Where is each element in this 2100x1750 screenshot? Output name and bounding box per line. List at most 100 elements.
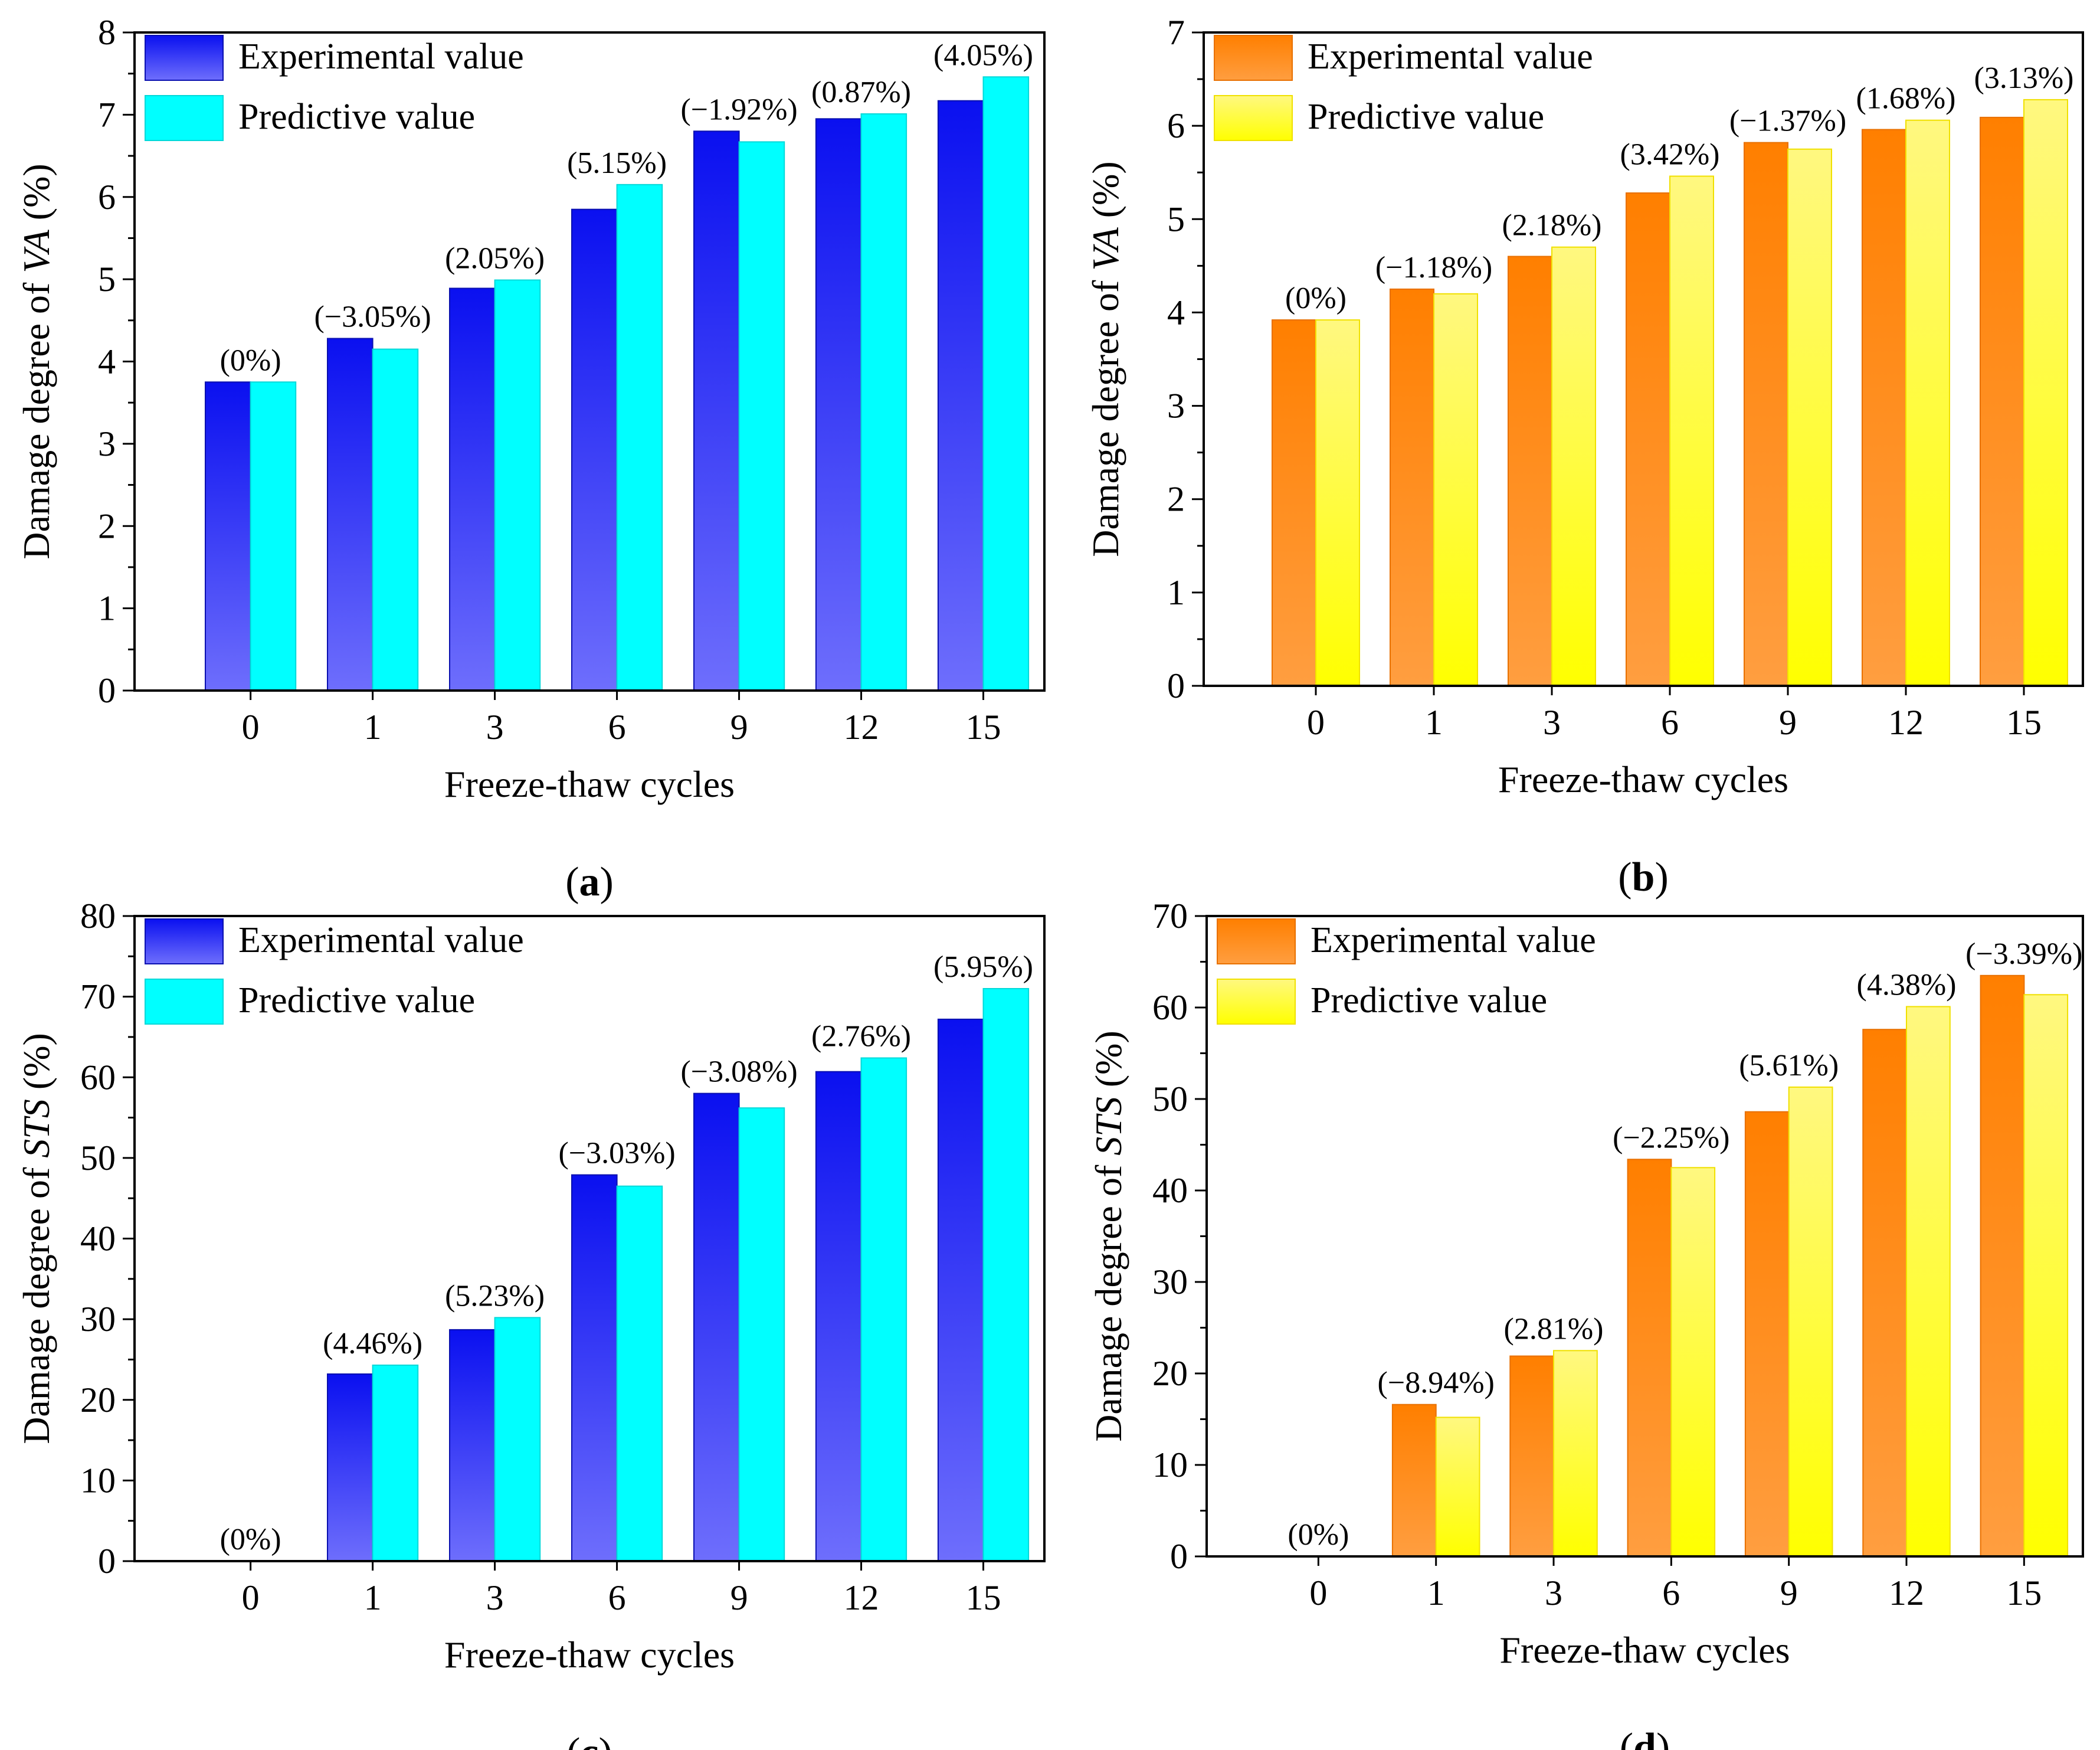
panel-label: (d) bbox=[1620, 1725, 1670, 1750]
y-tick-label-3: 3 bbox=[98, 424, 116, 463]
bar-annotation-0: (0%) bbox=[220, 344, 281, 377]
x-tick-label-1: 1 bbox=[1425, 703, 1443, 742]
x-tick-label-3: 3 bbox=[486, 708, 504, 747]
bar-experimental-12 bbox=[1862, 1029, 1908, 1557]
y-tick-label-20: 20 bbox=[1152, 1354, 1188, 1393]
x-tick-label-3: 3 bbox=[1543, 703, 1561, 742]
bar-experimental-15 bbox=[1980, 974, 2025, 1558]
x-tick-label-6: 6 bbox=[608, 1578, 626, 1617]
bar-predictive-1 bbox=[372, 1365, 419, 1562]
bar-experimental-15 bbox=[1980, 116, 2024, 686]
bar-annotation-12: (2.76%) bbox=[811, 1020, 911, 1054]
bar-annotation-15: (4.05%) bbox=[933, 38, 1033, 72]
y-tick-label-1: 1 bbox=[98, 589, 116, 628]
x-tick-label-0: 0 bbox=[1309, 1574, 1327, 1612]
bar-annotation-9: (−3.08%) bbox=[680, 1055, 797, 1089]
x-tick-label-0: 0 bbox=[242, 1578, 260, 1617]
y-tick-label-0: 0 bbox=[98, 671, 116, 710]
y-tick-label-4: 4 bbox=[98, 342, 116, 381]
y-tick-label-5: 5 bbox=[98, 260, 116, 299]
x-tick-label-6: 6 bbox=[1662, 1574, 1680, 1612]
x-axis-title: Freeze-thaw cycles bbox=[444, 763, 735, 805]
bar-experimental-1 bbox=[327, 1373, 374, 1562]
x-tick-label-12: 12 bbox=[844, 708, 879, 747]
y-tick-label-3: 3 bbox=[1167, 387, 1185, 426]
bar-predictive-15 bbox=[982, 76, 1030, 691]
y-tick-label-80: 80 bbox=[80, 897, 116, 935]
bar-annotation-9: (5.61%) bbox=[1739, 1049, 1839, 1082]
bar-experimental-1 bbox=[1390, 288, 1434, 686]
bar-predictive-0 bbox=[250, 381, 297, 691]
x-tick-label-1: 1 bbox=[364, 1578, 382, 1617]
bar-predictive-3 bbox=[1551, 246, 1596, 686]
bar-annotation-3: (2.81%) bbox=[1504, 1312, 1604, 1346]
y-tick-label-0: 0 bbox=[1167, 666, 1185, 705]
bar-annotation-1: (−8.94%) bbox=[1378, 1366, 1495, 1400]
y-axis-title: Damage degree of VA (%) bbox=[15, 163, 57, 559]
y-tick-label-30: 30 bbox=[80, 1300, 116, 1339]
y-tick-label-6: 6 bbox=[98, 178, 116, 217]
bar-annotation-0: (0%) bbox=[220, 1523, 281, 1556]
y-tick-label-70: 70 bbox=[80, 977, 116, 1016]
bar-annotation-15: (3.13%) bbox=[1974, 61, 2074, 95]
plot-frame bbox=[1205, 915, 2084, 1558]
chart-panel-a: (0%) 0 (−3.05%) 1 (2.05%) 3 (5.15%) 6 (−1.92%) 9 (… bbox=[15, 13, 1046, 905]
bar-annotation-0: (0%) bbox=[1285, 282, 1347, 315]
y-tick-label-40: 40 bbox=[80, 1219, 116, 1258]
bar-predictive-1 bbox=[1435, 1417, 1480, 1557]
x-tick-label-9: 9 bbox=[730, 708, 748, 747]
y-tick-label-5: 5 bbox=[1167, 199, 1185, 238]
y-tick-label-60: 60 bbox=[80, 1058, 116, 1097]
y-tick-label-50: 50 bbox=[80, 1139, 116, 1177]
bar-experimental-0 bbox=[1272, 319, 1316, 686]
legend-swatch-predictive bbox=[1217, 979, 1296, 1025]
y-tick-label-7: 7 bbox=[98, 95, 116, 134]
y-tick-label-0: 0 bbox=[98, 1542, 116, 1581]
y-tick-label-7: 7 bbox=[1167, 13, 1185, 52]
x-tick-label-6: 6 bbox=[1661, 703, 1679, 742]
y-tick-label-1: 1 bbox=[1167, 573, 1185, 612]
bar-annotation-1: (4.46%) bbox=[323, 1327, 422, 1360]
x-tick-label-0: 0 bbox=[1307, 703, 1325, 742]
legend-swatch-predictive bbox=[1214, 95, 1293, 141]
bar-experimental-9 bbox=[1744, 1111, 1790, 1557]
y-tick-label-8: 8 bbox=[98, 13, 116, 52]
panel-label: (b) bbox=[1618, 855, 1669, 900]
legend-swatch-experimental bbox=[145, 35, 224, 81]
plot-frame bbox=[133, 915, 1046, 1562]
y-tick-label-6: 6 bbox=[1167, 106, 1185, 145]
bar-annotation-9: (−1.37%) bbox=[1729, 104, 1846, 138]
y-axis-title: Damage degree of VA (%) bbox=[1085, 161, 1126, 557]
x-tick-label-12: 12 bbox=[1888, 703, 1924, 742]
bar-annotation-15: (5.95%) bbox=[933, 950, 1033, 984]
bar-experimental-6 bbox=[1626, 192, 1670, 686]
bar-annotation-9: (−1.92%) bbox=[680, 93, 797, 126]
bar-annotation-6: (5.15%) bbox=[567, 146, 667, 180]
y-tick-label-10: 10 bbox=[1152, 1445, 1188, 1484]
y-tick-label-4: 4 bbox=[1167, 293, 1185, 332]
plot-frame bbox=[1203, 31, 2084, 687]
bar-experimental-9 bbox=[693, 1092, 740, 1562]
legend-swatch-experimental bbox=[145, 918, 224, 964]
legend-label-experimental: Experimental value bbox=[238, 37, 524, 77]
y-tick-label-2: 2 bbox=[1167, 480, 1185, 519]
bar-predictive-12 bbox=[860, 113, 908, 691]
bar-annotation-6: (−3.03%) bbox=[558, 1137, 675, 1170]
bar-predictive-15 bbox=[2023, 99, 2068, 686]
legend-label-experimental: Experimental value bbox=[1308, 37, 1593, 77]
bar-predictive-1 bbox=[1433, 293, 1478, 686]
y-axis-title: Damage degree of STS (%) bbox=[15, 1033, 57, 1444]
legend-label-predictive: Predictive value bbox=[1311, 980, 1547, 1020]
chart-panel-d: (0%) 0 (−8.94%) 1 (2.81%) 3 (−2.25%) 6 (5.61%) 9 (… bbox=[1087, 897, 2084, 1750]
x-tick-label-9: 9 bbox=[1779, 703, 1797, 742]
x-axis-title: Freeze-thaw cycles bbox=[444, 1634, 735, 1676]
panel-label: (c) bbox=[566, 1730, 612, 1750]
bar-experimental-3 bbox=[1508, 256, 1552, 686]
x-tick-label-12: 12 bbox=[844, 1578, 879, 1617]
bar-predictive-0 bbox=[1315, 319, 1360, 686]
bar-annotation-1: (−3.05%) bbox=[314, 300, 431, 334]
y-tick-label-10: 10 bbox=[80, 1461, 116, 1500]
y-tick-label-20: 20 bbox=[80, 1381, 116, 1419]
bar-experimental-1 bbox=[327, 338, 374, 691]
bar-predictive-12 bbox=[1905, 119, 1950, 686]
